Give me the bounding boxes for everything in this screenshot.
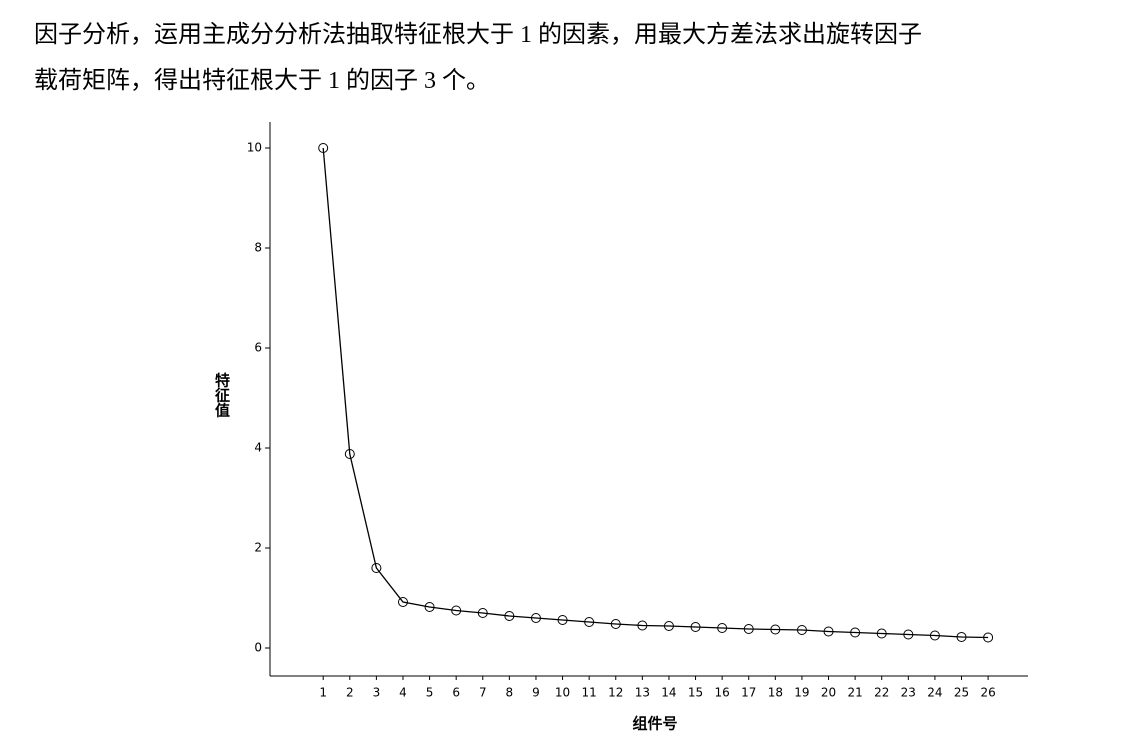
y-tick-label: 10: [247, 141, 262, 155]
x-tick-label: 24: [927, 686, 942, 700]
data-point: [477, 608, 488, 618]
data-point: [424, 602, 435, 612]
data-point: [504, 611, 515, 621]
x-tick-label: 3: [373, 686, 381, 700]
data-point: [371, 563, 382, 573]
y-axis-label: 特征值: [213, 372, 231, 418]
y-tick-label: 8: [254, 241, 262, 255]
x-tick-label: 19: [794, 686, 809, 700]
data-point: [903, 629, 914, 640]
data-point: [796, 625, 807, 635]
data-point: [318, 143, 329, 153]
x-tick-label: 16: [714, 686, 729, 700]
x-tick-label: 21: [847, 686, 862, 700]
x-tick-label: 7: [479, 686, 487, 700]
x-tick-label: 8: [506, 686, 514, 700]
x-tick-label: 1: [319, 686, 327, 700]
x-tick-label: 11: [582, 686, 597, 700]
y-tick-label: 2: [254, 541, 262, 555]
data-point: [344, 449, 355, 459]
data-point: [956, 632, 967, 642]
x-tick-label: 14: [661, 686, 676, 700]
x-tick-label: 18: [768, 686, 783, 700]
data-point: [743, 624, 754, 634]
data-point: [850, 627, 861, 638]
data-point: [770, 624, 781, 635]
data-point: [876, 628, 887, 639]
x-tick-label: 12: [608, 686, 623, 700]
x-tick-label: 13: [635, 686, 650, 700]
data-point: [530, 613, 541, 623]
text-line: 载荷矩阵，得出特征根大于 1 的因子 3 个。: [34, 68, 490, 94]
x-tick-label: 9: [532, 686, 540, 700]
x-tick-label: 26: [980, 686, 995, 700]
y-tick-label: 4: [254, 441, 262, 455]
x-tick-label: 4: [399, 686, 407, 700]
data-point: [397, 597, 408, 607]
x-tick-label: 10: [555, 686, 570, 700]
y-tick-label: 0: [254, 641, 262, 655]
data-point: [823, 626, 834, 637]
x-tick-label: 5: [426, 686, 434, 700]
text-line: 因子分析，运用主成分分析法抽取特征根大于 1 的因素，用最大方差法求出旋转因子: [34, 22, 922, 48]
x-tick-label: 2: [346, 686, 354, 700]
x-tick-label: 17: [741, 686, 756, 700]
data-point: [929, 630, 940, 641]
x-tick-label: 22: [874, 686, 889, 700]
x-tick-label: 6: [452, 686, 460, 700]
data-point: [717, 623, 728, 633]
x-tick-label: 15: [688, 686, 703, 700]
data-point: [584, 617, 595, 627]
data-point: [663, 621, 674, 631]
data-point: [557, 615, 568, 625]
x-tick-label: 23: [901, 686, 916, 700]
x-tick-label: 25: [954, 686, 969, 700]
data-line: [322, 147, 989, 639]
data-point: [610, 619, 621, 629]
data-point: [637, 620, 648, 631]
data-point: [451, 605, 462, 616]
y-tick-label: 6: [254, 341, 262, 355]
x-axis-label: 组件号: [632, 715, 677, 733]
data-point: [983, 632, 994, 643]
data-point: [690, 622, 701, 632]
x-tick-label: 20: [821, 686, 836, 700]
